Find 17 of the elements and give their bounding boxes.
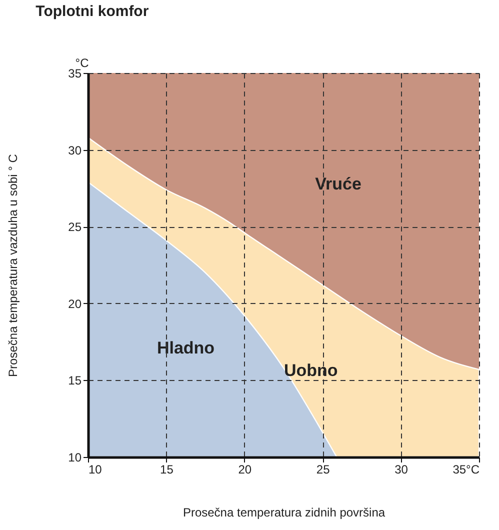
x-axis-title: Prosečna temperatura zidnih površina	[182, 506, 386, 520]
y-tick-label: 15	[68, 374, 82, 388]
x-tick-label: 35°C	[452, 462, 480, 476]
x-tick-label: 15	[160, 462, 174, 476]
band-label: Vruće	[315, 174, 362, 194]
x-tick-label: 10	[88, 462, 102, 476]
y-tick-label: 20	[68, 296, 82, 311]
x-tick-label: 20	[238, 462, 252, 476]
y-tick-label: 10	[68, 450, 82, 464]
series-label: Hladno	[156, 338, 215, 358]
x-tick-label: 25	[316, 462, 330, 476]
x-tick-label: 30	[394, 462, 408, 476]
y-axis-title: Prosečna temperatura vazduha u sobi ° C	[6, 154, 20, 377]
series-label: Uobno	[284, 360, 338, 380]
y-tick-label: 25	[68, 220, 82, 234]
chart-title: Toplotni komfor	[36, 3, 149, 20]
y-tick-label: 30	[68, 143, 82, 158]
